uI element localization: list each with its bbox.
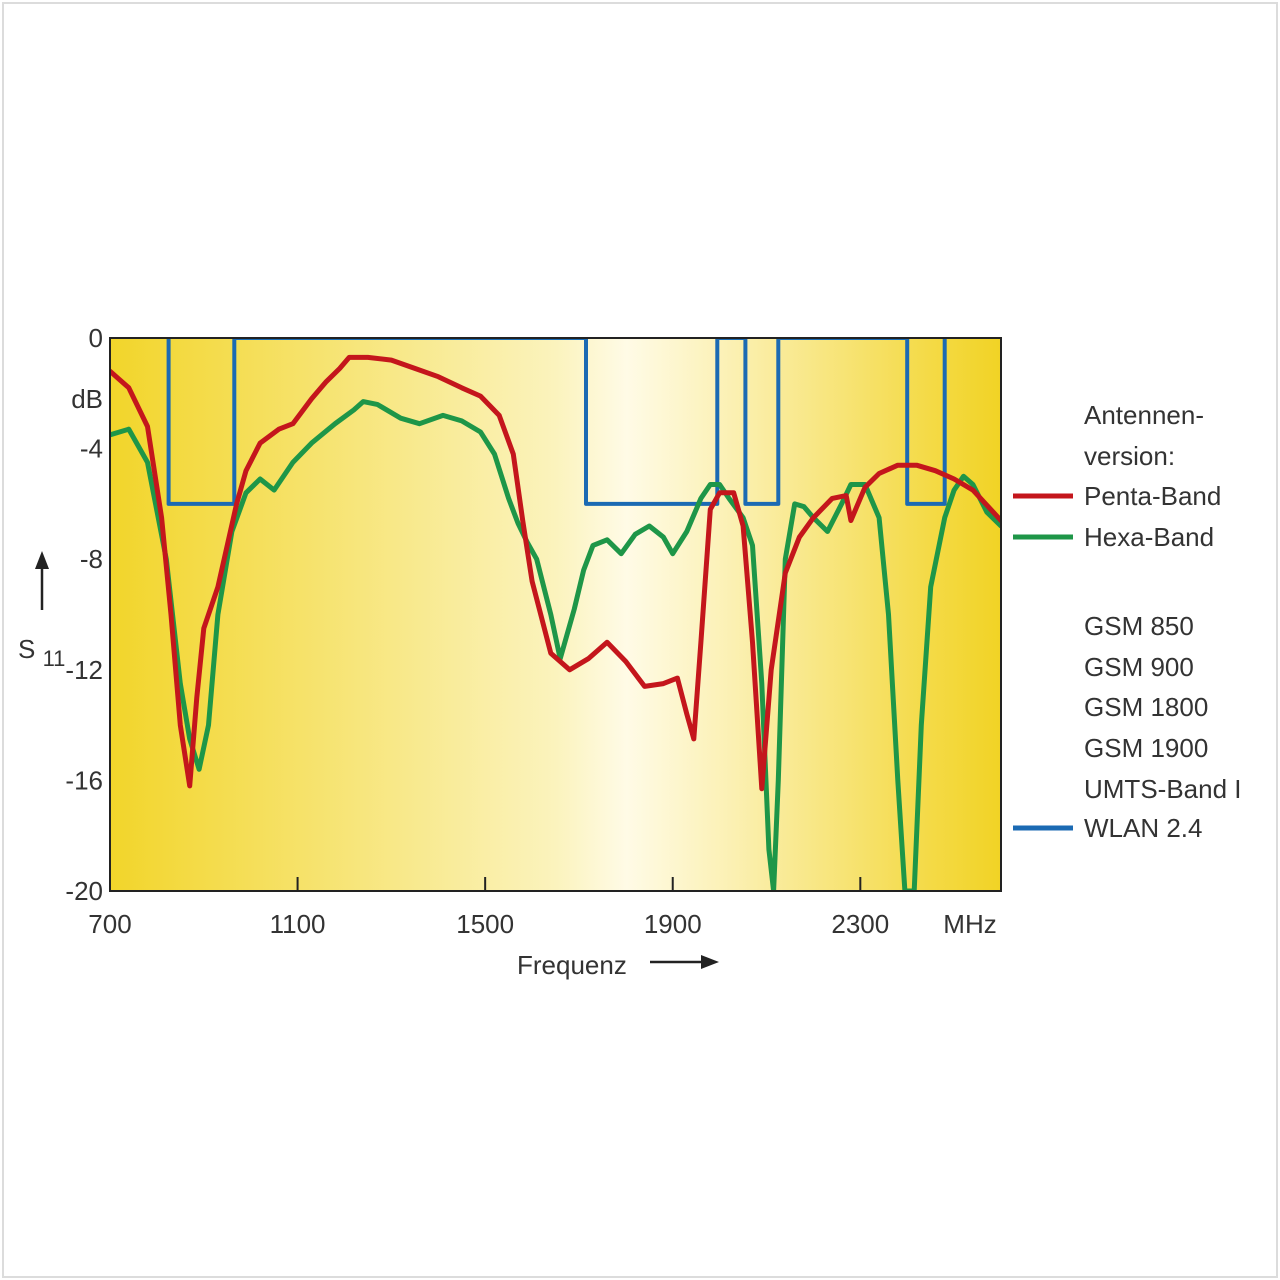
x-axis-arrow — [650, 955, 719, 969]
legend-band-gsm-1900: GSM 1900 — [1084, 733, 1208, 763]
legend-band-umts-band-1: UMTS-Band I — [1084, 774, 1242, 804]
legend-title-line-1: Antennen- — [1084, 400, 1204, 430]
x-tick-label: 1500 — [456, 909, 514, 939]
series-layer — [110, 338, 1001, 891]
x-tick-label: 2300 — [831, 909, 889, 939]
x-unit-label: MHz — [943, 909, 996, 939]
plot-border — [109, 337, 1002, 892]
y-axis-label: S 11 — [18, 634, 65, 671]
y-axis-label-main: S — [18, 634, 35, 664]
x-axis-label: Frequenz — [517, 950, 627, 980]
legend-label-hexa-band: Hexa-Band — [1084, 522, 1214, 552]
y-tick-label: -12 — [65, 655, 103, 685]
y-tick-label: -8 — [80, 544, 103, 574]
y-axis-label-sub: 11 — [43, 646, 66, 671]
y-tick-label: 0 — [89, 323, 103, 353]
legend-label-penta-band: Penta-Band — [1084, 481, 1221, 511]
y-tick-label: -20 — [65, 876, 103, 906]
legend-band-gsm-900: GSM 900 — [1084, 652, 1194, 682]
legend: Antennen- version: Penta-Band Hexa-Band … — [1013, 400, 1242, 843]
x-tick-label: 1900 — [644, 909, 702, 939]
series-line-penta-band — [110, 354, 1001, 792]
y-axis: 0 -4 -8 -12 -16 -20 — [65, 323, 103, 906]
legend-title-line-2: version: — [1084, 441, 1175, 471]
legend-band-gsm-850: GSM 850 — [1084, 611, 1194, 641]
x-tick-label: 1100 — [270, 909, 326, 939]
y-tick-label: -4 — [80, 434, 103, 464]
legend-band-wlan-2-4: WLAN 2.4 — [1084, 813, 1203, 843]
series-line-hexa-band — [110, 399, 1001, 891]
plot-background — [110, 338, 1001, 891]
y-axis-arrow — [35, 551, 49, 610]
y-unit-label: dB — [71, 384, 103, 414]
y-tick-label: -16 — [65, 765, 103, 795]
x-axis: 700 1100 1500 1900 2300 — [88, 877, 889, 939]
series-line-wlan-2-4 — [166, 338, 947, 506]
x-tick-label: 700 — [88, 909, 131, 939]
legend-band-gsm-1800: GSM 1800 — [1084, 692, 1208, 722]
